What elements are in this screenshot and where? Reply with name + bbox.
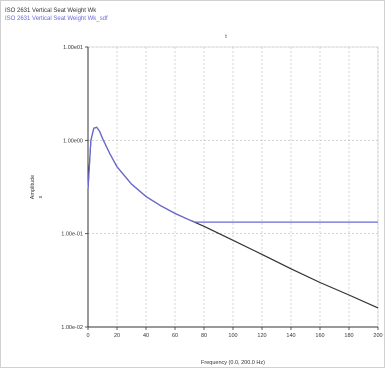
x-tick-label: 100 xyxy=(228,333,237,339)
top-marker: t xyxy=(225,34,227,40)
x-tick-label: 140 xyxy=(286,333,295,339)
series-line-2 xyxy=(87,126,378,223)
x-tick-label: 40 xyxy=(143,333,149,339)
x-tick-label: 80 xyxy=(201,333,207,339)
x-tick-label: 20 xyxy=(114,333,120,339)
x-axis-title: Frequency (0.0, 200.0 Hz) xyxy=(201,360,265,366)
x-tick-label: 0 xyxy=(86,333,89,339)
y-axis-unit: x xyxy=(38,195,44,198)
y-tick-label: 1.00e01 xyxy=(63,45,83,51)
legend-entry-1: ISO 2631 Vertical Seat Weight Wk xyxy=(5,8,97,14)
x-tick-label: 180 xyxy=(344,333,353,339)
y-tick-label: 1.00e00 xyxy=(63,138,83,144)
x-tick-label: 120 xyxy=(257,333,266,339)
x-tick-label: 160 xyxy=(315,333,324,339)
y-tick-label: 1.00e-01 xyxy=(61,232,83,238)
x-tick-label: 200 xyxy=(373,333,382,339)
legend-entry-2: ISO 2631 Vertical Seat Weight Wk_sdf xyxy=(5,16,108,22)
y-tick-label: 1.00e-02 xyxy=(61,325,83,331)
y-axis-title: Amplitude xyxy=(30,175,36,199)
x-tick-label: 60 xyxy=(172,333,178,339)
